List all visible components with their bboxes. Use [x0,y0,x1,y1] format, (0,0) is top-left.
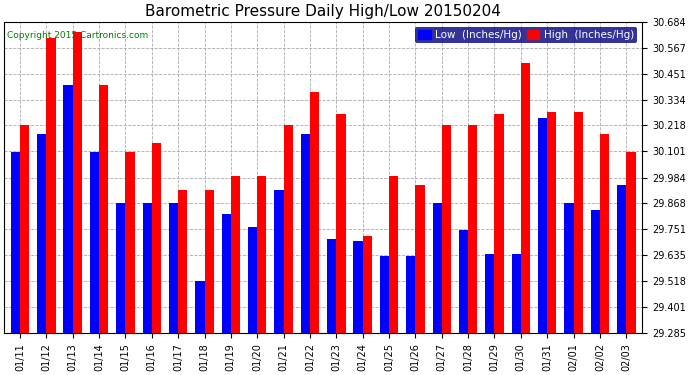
Bar [204,189,214,333]
Title: Barometric Pressure Daily High/Low 20150204: Barometric Pressure Daily High/Low 20150… [145,4,501,19]
Bar [600,134,609,333]
Bar [547,112,556,333]
Bar [72,32,82,333]
Bar [336,114,346,333]
Legend: Low  (Inches/Hg), High  (Inches/Hg): Low (Inches/Hg), High (Inches/Hg) [415,27,637,43]
Bar [116,203,126,333]
Bar [143,203,152,333]
Text: Copyright 2015 Cartronics.com: Copyright 2015 Cartronics.com [8,31,148,40]
Bar [389,176,398,333]
Bar [231,176,240,333]
Bar [275,189,284,333]
Bar [495,114,504,333]
Bar [248,227,257,333]
Bar [573,112,583,333]
Bar [301,134,310,333]
Bar [46,38,56,333]
Bar [468,125,477,333]
Bar [564,203,573,333]
Bar [363,236,372,333]
Bar [178,189,188,333]
Bar [257,176,266,333]
Bar [591,210,600,333]
Bar [195,281,204,333]
Bar [310,92,319,333]
Bar [511,254,521,333]
Bar [169,203,178,333]
Bar [37,134,46,333]
Bar [442,125,451,333]
Bar [11,152,20,333]
Bar [90,152,99,333]
Bar [99,85,108,333]
Bar [20,125,29,333]
Bar [63,85,72,333]
Bar [353,241,363,333]
Bar [126,152,135,333]
Bar [406,256,415,333]
Bar [284,125,293,333]
Bar [459,230,468,333]
Bar [521,63,530,333]
Bar [152,143,161,333]
Bar [380,256,389,333]
Bar [433,203,442,333]
Bar [415,185,424,333]
Bar [627,152,635,333]
Bar [617,185,627,333]
Bar [538,118,547,333]
Bar [327,238,336,333]
Bar [485,254,495,333]
Bar [221,214,231,333]
